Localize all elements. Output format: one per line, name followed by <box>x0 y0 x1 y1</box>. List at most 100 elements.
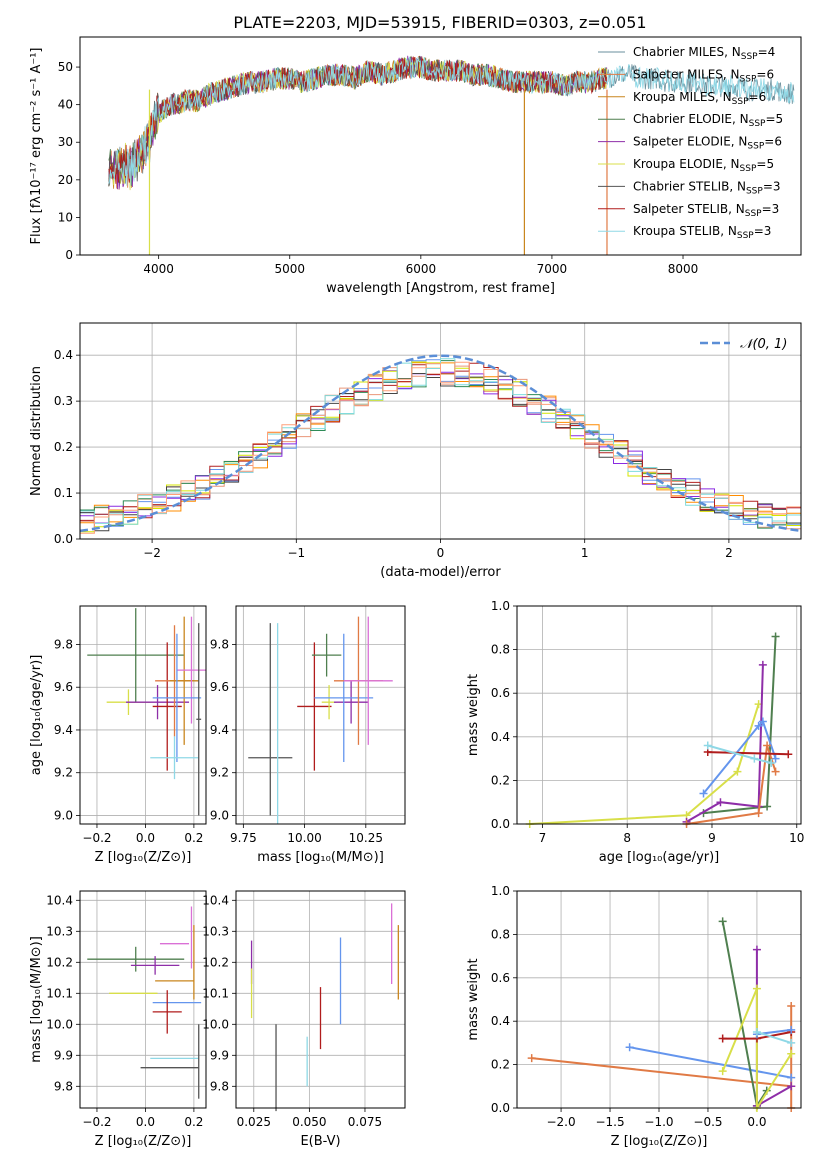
x-axis-label: E(B-V) <box>300 1134 340 1149</box>
weight-series <box>718 984 796 1112</box>
y-tick-label: 0.4 <box>491 1014 510 1028</box>
weight-series <box>752 1028 796 1047</box>
errorbar-point <box>314 633 374 763</box>
y-tick-label: 10.0 <box>46 1017 73 1031</box>
spectrum-series-line <box>108 56 795 186</box>
weight-marker <box>718 917 727 926</box>
spectrum-panel: 4000 5000 6000 7000 8000 0 10 20 30 40 50 wavelengt… <box>29 36 802 296</box>
y-tick-label: 9.0 <box>54 808 73 822</box>
y-tick-label: 10.1 <box>202 986 229 1000</box>
mass-vs-ebv-panel: 0.025 0.050 0.075 9.8 9.9 10.0 10.1 10.2 10.3 10.… <box>202 890 406 1149</box>
y-tick-label: 0.6 <box>491 971 510 985</box>
weight-marker <box>752 945 761 954</box>
x-tick-label: −1 <box>287 546 305 560</box>
weight-marker <box>752 984 761 993</box>
residual-histogram-panel: −2 −1 0 1 2 0.0 0.1 0.2 0.3 0.4 (data-model)/error… <box>29 322 802 580</box>
errorbar-point <box>126 685 190 720</box>
y-tick-label: 9.4 <box>54 723 73 737</box>
y-tick-label: 10 <box>58 210 73 224</box>
x-tick-label: 7 <box>539 831 547 845</box>
y-tick-label: 0.8 <box>491 643 510 657</box>
y-tick-label: 50 <box>58 60 73 74</box>
y-tick-label: 9.9 <box>210 1048 229 1062</box>
y-tick-label: 10.4 <box>202 893 229 907</box>
weight-series <box>703 741 776 767</box>
x-tick-label: 0.075 <box>348 1115 382 1129</box>
y-tick-label: 10.2 <box>202 955 229 969</box>
weight-marker <box>787 1002 796 1011</box>
legend-label: Salpeter ELODIE, NSSP=6 <box>633 135 782 152</box>
axes-frame <box>235 890 406 1109</box>
y-tick-label: 0.3 <box>54 394 73 408</box>
x-tick-label: −1.0 <box>644 1115 673 1129</box>
spectrum-lines <box>108 55 795 255</box>
weight-marker <box>787 1025 796 1034</box>
axes-frame <box>235 605 406 825</box>
x-tick-label: 0.0 <box>136 1115 155 1129</box>
legend-label: Chabrier MILES, NSSP=4 <box>633 45 775 62</box>
y-axis-label: Normed distribution <box>29 366 44 496</box>
errorbar-point <box>130 956 180 975</box>
legend-label: Salpeter MILES, NSSP=6 <box>633 67 774 84</box>
weight-line <box>686 745 777 825</box>
y-tick-label: 40 <box>58 98 73 112</box>
weight-marker <box>527 1054 536 1063</box>
y-tick-label: 30 <box>58 135 73 149</box>
weight-marker <box>758 717 767 726</box>
axes-frame <box>79 36 802 256</box>
y-tick-label: 10.3 <box>202 924 229 938</box>
x-axis-label: age [log₁₀(age/yr)] <box>599 850 720 865</box>
x-tick-label: 0.2 <box>184 1115 203 1129</box>
y-axis-label: mass weight <box>466 674 481 756</box>
x-axis-label: Z [log₁₀(Z/Z⊙)] <box>95 1134 192 1149</box>
x-tick-label: 1 <box>581 546 589 560</box>
weight-line <box>529 703 760 825</box>
histogram-steps <box>80 354 801 536</box>
errorbar-point <box>169 616 199 745</box>
y-tick-label: 0.0 <box>491 817 510 831</box>
y-tick-label: 0.4 <box>491 730 510 744</box>
axes-frame <box>79 322 802 540</box>
weight-marker <box>718 1067 727 1076</box>
axes-frame <box>516 890 802 1109</box>
x-tick-label: 10.25 <box>349 831 383 845</box>
legend-label: Kroupa STELIB, NSSP=3 <box>633 224 771 241</box>
age-vs-mass-panel: 9.75 10.00 10.25 9.0 9.2 9.4 9.6 9.8 mass [log₁₀… <box>210 605 406 865</box>
y-tick-label: 9.6 <box>210 680 229 694</box>
x-axis-label: wavelength [Angstrom, rest frame] <box>326 281 555 296</box>
histogram-series <box>80 361 801 534</box>
x-tick-label: 9 <box>708 831 716 845</box>
mass-vs-z-panel: −0.2 0.0 0.2 9.8 9.9 10.0 10.1 10.2 10.3 10.4 Z [l… <box>29 890 207 1149</box>
y-tick-label: 0.0 <box>491 1101 510 1115</box>
errorbar-point <box>87 946 185 972</box>
weight-line <box>629 1046 792 1079</box>
x-axis-label: Z [log₁₀(Z/Z⊙)] <box>611 1134 708 1149</box>
y-tick-label: 20 <box>58 173 73 187</box>
weight-marker <box>787 1073 796 1082</box>
y-tick-label: 0.6 <box>491 686 510 700</box>
legend-label: Kroupa ELODIE, NSSP=5 <box>633 157 774 174</box>
y-tick-label: 1.0 <box>491 599 510 613</box>
weight-marker <box>787 1082 796 1091</box>
weight-series <box>699 632 780 818</box>
errorbar-point <box>87 608 185 703</box>
legend-label: 𝒩(0, 1) <box>740 337 787 352</box>
x-tick-label: 10 <box>789 831 804 845</box>
x-tick-label: −1.5 <box>595 1115 624 1129</box>
y-tick-label: 9.8 <box>210 637 229 651</box>
y-tick-label: 1.0 <box>491 884 510 898</box>
weight-marker <box>750 754 759 763</box>
x-tick-label: −0.5 <box>693 1115 722 1129</box>
mass-weight-vs-z-panel: −2.0 −1.5 −1.0 −0.5 0.0 0.0 0.2 0.4 0.6 0.8 1.0 Z [… <box>466 884 802 1149</box>
weight-marker <box>767 758 776 767</box>
weight-marker <box>771 632 780 641</box>
y-tick-label: 10.4 <box>46 893 73 907</box>
x-axis-label: Z [log₁₀(Z/Z⊙)] <box>95 850 192 865</box>
errorbar-point <box>311 633 342 677</box>
x-tick-label: −0.2 <box>82 1115 111 1129</box>
errorbar-point <box>196 623 202 816</box>
y-tick-label: 9.4 <box>210 723 229 737</box>
errorbar-point <box>152 990 182 1034</box>
y-tick-label: 0 <box>65 248 73 262</box>
y-tick-label: 0.1 <box>54 486 73 500</box>
